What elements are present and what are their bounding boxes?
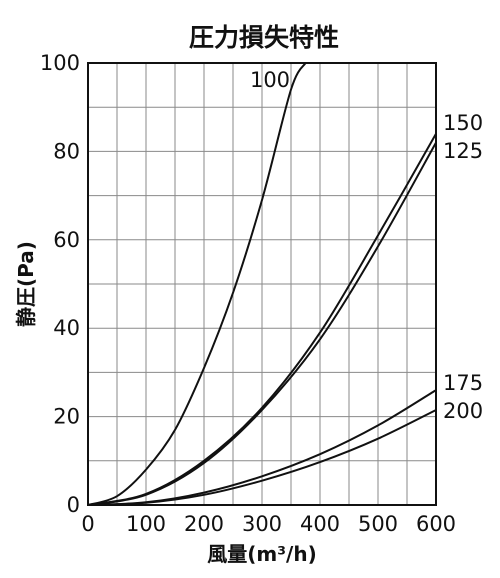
series-label-100: 100	[250, 68, 290, 92]
y-tick-label: 100	[40, 51, 80, 75]
x-tick-label: 500	[358, 512, 398, 536]
tick-labels: 0 100 200 300 400 500 600 0 20 40 60 80 100	[40, 51, 456, 536]
y-tick-label: 20	[53, 405, 80, 429]
series-label-175: 175	[443, 371, 483, 395]
grid	[88, 63, 436, 505]
series-curves	[87, 62, 437, 506]
x-tick-label: 400	[300, 512, 340, 536]
x-tick-label: 600	[416, 512, 456, 536]
y-tick-label: 40	[53, 316, 80, 340]
series-labels: 100 150 125 175 200	[250, 68, 483, 423]
series-label-200: 200	[443, 399, 483, 423]
chart-title: 圧力損失特性	[189, 23, 339, 52]
y-tick-label: 60	[53, 228, 80, 252]
series-line-200	[87, 409, 437, 506]
x-tick-label: 200	[184, 512, 224, 536]
series-label-125: 125	[443, 139, 483, 163]
plot-frame	[87, 62, 437, 506]
series-line-100	[87, 62, 307, 506]
x-tick-label: 100	[126, 512, 166, 536]
series-label-150: 150	[443, 111, 483, 135]
series-line-125	[87, 141, 437, 506]
y-axis-label: 静圧(Pa)	[14, 241, 38, 327]
y-tick-label: 80	[53, 139, 80, 163]
x-tick-label: 300	[242, 512, 282, 536]
y-tick-label: 0	[67, 493, 80, 517]
x-tick-label: 0	[81, 512, 94, 536]
x-axis-label: 風量(m³/h)	[207, 542, 316, 566]
